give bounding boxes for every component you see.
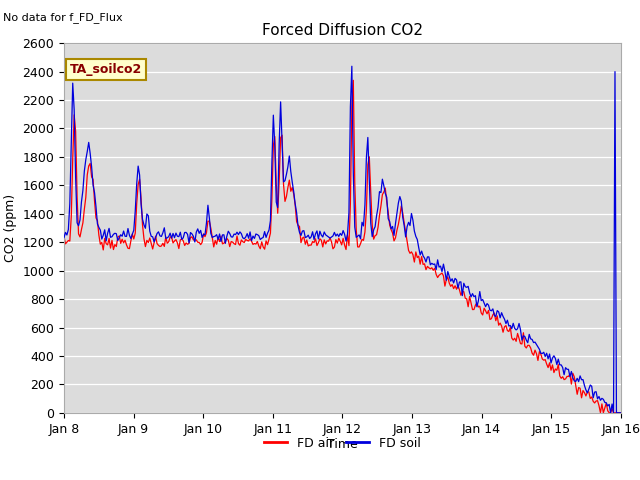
Line: FD air: FD air — [64, 80, 621, 413]
Title: Forced Diffusion CO2: Forced Diffusion CO2 — [262, 23, 423, 38]
FD air — [79, 220, 87, 226]
FD soil — [60, 235, 68, 240]
FD soil — [541, 354, 549, 360]
Text: No data for f_FD_Flux: No data for f_FD_Flux — [3, 12, 123, 23]
FD air — [60, 233, 68, 239]
FD soil — [458, 293, 466, 299]
Legend: FD air, FD soil: FD air, FD soil — [259, 432, 426, 455]
FD air — [616, 410, 623, 416]
FD soil — [348, 63, 356, 69]
Y-axis label: CO2 (ppm): CO2 (ppm) — [4, 194, 17, 262]
FD soil — [607, 410, 614, 416]
Text: TA_soilco2: TA_soilco2 — [70, 63, 142, 76]
FD air — [617, 410, 625, 416]
FD soil — [616, 410, 623, 416]
FD soil — [97, 227, 104, 233]
FD air — [458, 289, 466, 295]
FD soil — [617, 410, 625, 416]
FD air — [349, 77, 357, 83]
FD soil — [79, 188, 87, 193]
FD air — [346, 201, 354, 206]
FD air — [97, 241, 104, 247]
FD air — [600, 410, 607, 416]
Line: FD soil: FD soil — [64, 66, 621, 413]
X-axis label: Time: Time — [327, 438, 358, 451]
FD air — [541, 357, 549, 362]
FD soil — [346, 104, 354, 110]
